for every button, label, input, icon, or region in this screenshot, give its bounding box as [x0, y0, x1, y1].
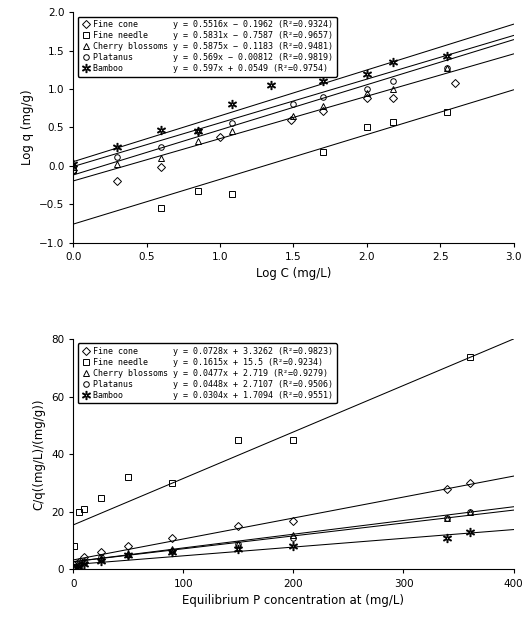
X-axis label: Log C (mg/L): Log C (mg/L)	[256, 267, 331, 280]
Legend: Fine cone       y = 0.0728x + 3.3262 (R²=0.9823), Fine needle     y = 0.1615x + : Fine cone y = 0.0728x + 3.3262 (R²=0.982…	[78, 344, 337, 404]
Y-axis label: Log q (mg/g): Log q (mg/g)	[20, 90, 34, 165]
Legend: Fine cone       y = 0.5516x − 0.1962 (R²=0.9324), Fine needle     y = 0.5831x − : Fine cone y = 0.5516x − 0.1962 (R²=0.932…	[78, 17, 337, 77]
X-axis label: Equilibrium P concentration at (mg/L): Equilibrium P concentration at (mg/L)	[182, 594, 405, 607]
Y-axis label: C/q((mg/L)/(mg/g)): C/q((mg/L)/(mg/g))	[32, 399, 46, 510]
